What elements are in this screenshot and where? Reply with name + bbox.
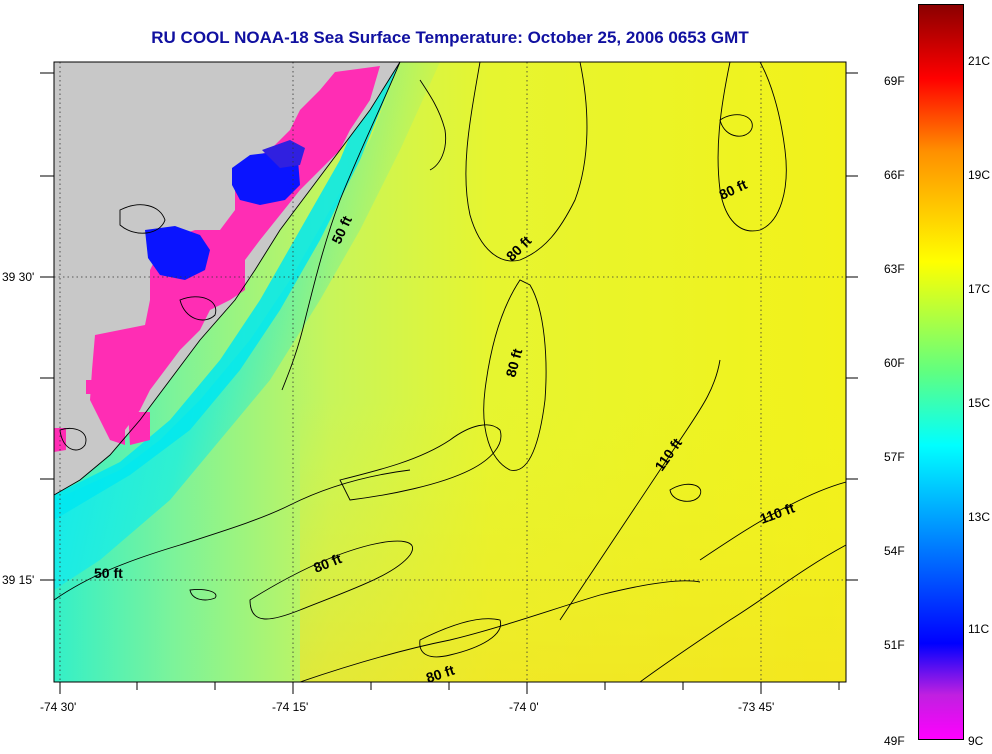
colorbar-f-label-63: 63F — [884, 262, 905, 276]
contour-mid-ridge — [339, 424, 502, 501]
colorbar-f-label-66: 66F — [884, 168, 905, 182]
colorbar-f-label-51: 51F — [884, 638, 905, 652]
map-border — [53, 61, 847, 683]
contour-north-loop — [419, 79, 447, 171]
bathymetry-contours — [54, 62, 846, 682]
contour-label-50ft-south: 50 ft — [94, 565, 123, 581]
lon-label-74-30: -74 30' — [40, 700, 77, 714]
contour-50ft-south — [54, 469, 411, 601]
contour-80ft-south — [249, 540, 413, 620]
graticule — [54, 62, 846, 682]
map-title: RU COOL NOAA-18 Sea Surface Temperature:… — [151, 28, 749, 47]
colorbar-f-label-57: 57F — [884, 450, 905, 464]
colorbar-c-label-9: 9C — [968, 734, 984, 748]
lat-label-39-30: 39 30' — [2, 270, 35, 284]
contour-shelf-far — [639, 544, 846, 682]
lon-label-74-0: -74 0' — [509, 700, 539, 714]
contour-label-80ft-mid: 80 ft — [502, 347, 525, 379]
contour-80ft-southeast — [299, 580, 701, 682]
contour-80ft-north — [465, 62, 588, 262]
contour-50ft-north — [281, 62, 401, 391]
contour-110ft-a — [559, 359, 721, 621]
contour-south-loop — [419, 618, 502, 658]
contour-island-3 — [189, 589, 217, 601]
map-frame-contents: 50 ft 50 ft 80 ft 80 ft 80 ft 80 ft 80 f… — [54, 62, 846, 682]
colorbar-c-label-17: 17C — [968, 282, 991, 296]
contour-coast-detail — [54, 62, 401, 496]
contour-80ft-east — [717, 62, 787, 232]
contour-bay-detail-2 — [179, 296, 217, 321]
contour-bay-detail-1 — [119, 204, 166, 234]
colorbar-f-label-60: 60F — [884, 356, 905, 370]
contour-80ft-mid — [483, 279, 547, 471]
southern-warm-water — [300, 400, 846, 682]
colorbar-f-label-69: 69F — [884, 74, 905, 88]
temperature-colorbar — [918, 4, 964, 740]
lon-label-73-45: -73 45' — [738, 700, 775, 714]
colorbar-c-label-21: 21C — [968, 54, 991, 68]
colorbar-c-label-11: 11C — [968, 622, 990, 636]
lon-label-74-15: -74 15' — [272, 700, 309, 714]
colorbar-f-label-49: 49F — [884, 734, 905, 748]
colorbar-f-label-54: 54F — [884, 544, 905, 558]
cold-pixels-magenta — [90, 66, 380, 445]
axis-ticks — [40, 72, 858, 694]
colorbar-c-label-15: 15C — [968, 396, 991, 410]
colorbar-c-label-13: 13C — [968, 510, 991, 524]
cold-pixels-blue-south — [145, 226, 210, 280]
cold-pixels-magenta-south — [54, 380, 150, 452]
contour-110ft-b — [699, 481, 846, 561]
contour-island-2 — [669, 483, 702, 502]
cold-pixels-blue-north2 — [262, 140, 305, 168]
contour-bay-detail-3 — [59, 427, 87, 451]
contour-island-1 — [719, 114, 753, 137]
lat-label-39-15: 39 15' — [2, 573, 35, 587]
colorbar-c-label-19: 19C — [968, 168, 991, 182]
